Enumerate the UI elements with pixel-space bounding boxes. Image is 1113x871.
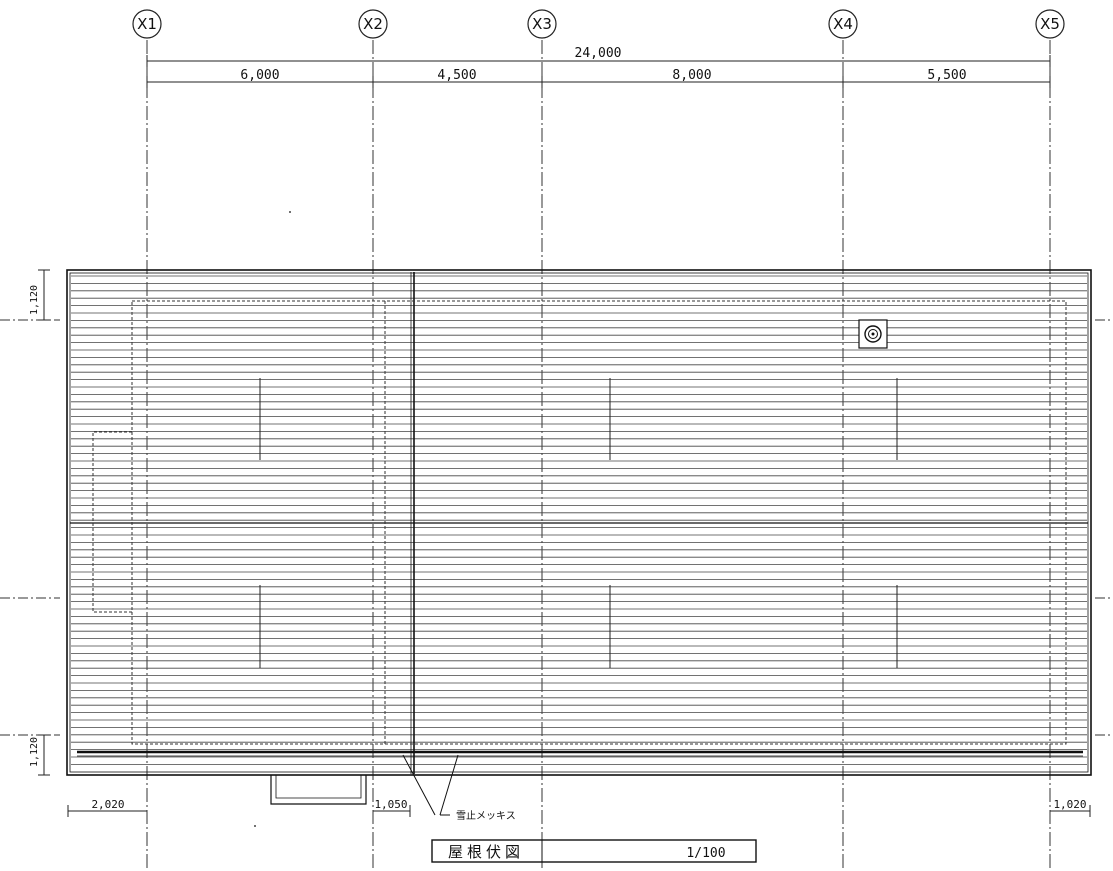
grid-bubble-x2: X2	[358, 9, 388, 39]
bottom-dimensions: 2,020 1,050 1,020	[67, 798, 1091, 817]
panel-divisions	[70, 272, 1088, 774]
grid-bubble-x4: X4	[828, 9, 858, 39]
left-dimensions: 1,120 1,120	[29, 269, 50, 776]
span-dimension-text: 4,500	[437, 68, 476, 83]
grid-bubble-x5: X5	[1035, 9, 1065, 39]
grid-bubbles: X1 X2 X3 X4 X5	[132, 9, 1065, 39]
span-dimension-text: 5,500	[927, 68, 966, 83]
wall-outline-dashed	[92, 300, 1067, 745]
roof-vent	[858, 319, 888, 349]
grid-bubble-x1: X1	[132, 9, 162, 39]
grid-label-x4: X4	[833, 15, 853, 33]
roof-ribs	[71, 275, 1087, 765]
eave-dimension-text-top: 1,120	[29, 285, 40, 315]
snow-guard	[77, 750, 1083, 757]
overall-dimension-text: 24,000	[575, 46, 622, 61]
grid-bubble-x3: X3	[527, 9, 557, 39]
grid-axis-lines	[146, 40, 1051, 871]
snow-guard-leader: 雪止メッキス	[402, 754, 516, 822]
span-dimension-text: 8,000	[672, 68, 711, 83]
grid-label-x2: X2	[363, 15, 383, 33]
drawing-title: 屋根伏図	[448, 843, 524, 861]
snow-guard-label: 雪止メッキス	[456, 810, 516, 822]
overhang-left-text: 2,020	[91, 798, 124, 811]
eave-dimension-text-bottom: 1,120	[29, 737, 40, 767]
grid-label-x1: X1	[137, 15, 157, 33]
title-block: 屋根伏図 1/100	[431, 839, 757, 863]
overhang-right-text: 1,020	[1053, 798, 1086, 811]
grid-label-x3: X3	[532, 15, 552, 33]
overhang-mid-text: 1,050	[374, 798, 407, 811]
paper-specks	[254, 211, 291, 827]
top-dimensions: 24,000 6,000 4,500 8,000 5,500	[146, 46, 1051, 88]
entrance-canopy	[270, 775, 367, 805]
outer-wall-dashed	[131, 300, 1067, 745]
slope-marks	[259, 378, 898, 668]
span-dimension-text: 6,000	[240, 68, 279, 83]
grid-label-x5: X5	[1040, 15, 1060, 33]
wall-recess-dashed	[92, 431, 132, 613]
drawing-scale: 1/100	[686, 846, 725, 861]
